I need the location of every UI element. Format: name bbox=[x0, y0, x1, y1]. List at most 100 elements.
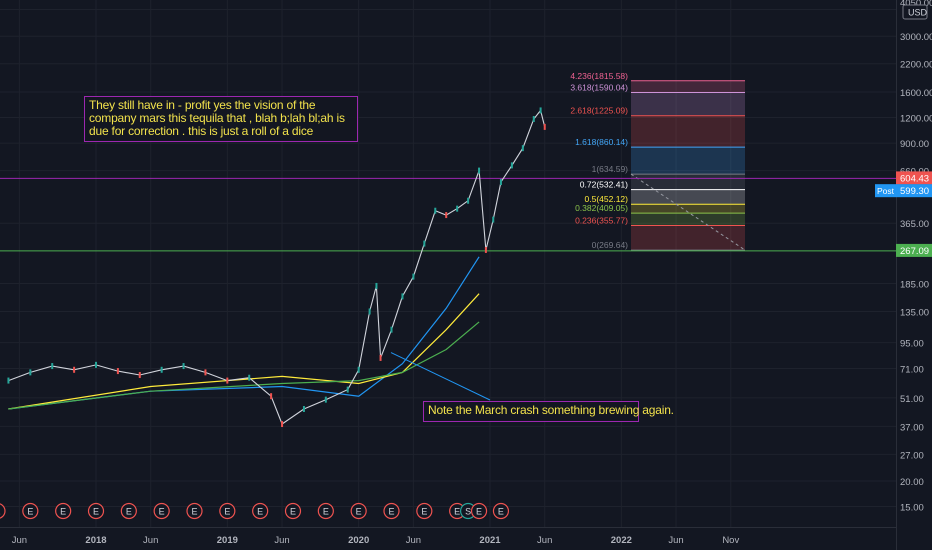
crash-trend-line[interactable] bbox=[390, 352, 491, 401]
x-tick-label: Jun bbox=[274, 535, 289, 546]
price-point bbox=[95, 361, 97, 368]
x-tick-label: Jun bbox=[143, 535, 158, 546]
fib-band bbox=[631, 147, 745, 175]
annotation-note-march-crash[interactable]: Note the March crash something brewing a… bbox=[423, 401, 674, 422]
event-marker[interactable] bbox=[492, 502, 510, 520]
fib-band bbox=[631, 225, 745, 251]
event-marker[interactable] bbox=[55, 502, 72, 520]
price-point bbox=[434, 207, 437, 214]
price-point bbox=[379, 354, 382, 361]
event-marker[interactable] bbox=[416, 502, 433, 520]
y-tick-label: 900.00 bbox=[900, 139, 929, 150]
price-label-badge[interactable] bbox=[896, 243, 932, 257]
price-point bbox=[346, 386, 349, 393]
price-point bbox=[412, 273, 415, 280]
price-point bbox=[532, 116, 535, 123]
price-point bbox=[401, 293, 404, 300]
event-marker[interactable] bbox=[0, 503, 6, 519]
currency-badge[interactable] bbox=[902, 4, 928, 20]
event-marker[interactable] bbox=[120, 502, 137, 520]
price-point bbox=[499, 179, 502, 186]
price-point bbox=[543, 123, 546, 130]
plot-area[interactable] bbox=[0, 0, 896, 527]
price-point bbox=[160, 366, 163, 373]
event-marker[interactable] bbox=[284, 502, 302, 520]
price-point bbox=[510, 162, 513, 169]
x-tick-label: 2019 bbox=[217, 535, 238, 546]
y-tick-label: 27.00 bbox=[900, 450, 924, 461]
price-axis-pane[interactable] bbox=[896, 0, 932, 550]
price-point bbox=[73, 366, 76, 373]
event-marker[interactable] bbox=[383, 502, 400, 520]
price-point bbox=[204, 369, 207, 376]
price-point bbox=[368, 308, 371, 315]
event-marker[interactable] bbox=[317, 502, 334, 520]
currency-label: USD bbox=[908, 8, 928, 18]
x-tick-label: Nov bbox=[722, 535, 739, 546]
price-label-text: 267.09 bbox=[900, 246, 929, 257]
event-marker-label: E bbox=[126, 507, 132, 517]
event-marker-label: E bbox=[224, 507, 230, 517]
event-marker-label: E bbox=[356, 507, 362, 517]
price-point bbox=[270, 393, 273, 400]
price-point bbox=[226, 377, 229, 384]
event-marker-label: E bbox=[476, 507, 482, 517]
y-tick-label: 3000.00 bbox=[900, 32, 932, 43]
fib-extension[interactable]: 4.236(1815.58) 3.618(1590.04) 2.618(1225.0… bbox=[570, 71, 746, 251]
price-label-badge[interactable] bbox=[896, 184, 932, 198]
y-tick-label: 365.00 bbox=[900, 219, 929, 230]
price-point bbox=[324, 396, 327, 403]
event-marker[interactable] bbox=[186, 502, 203, 520]
event-marker[interactable] bbox=[153, 502, 170, 520]
price-point bbox=[445, 212, 448, 219]
price-point bbox=[116, 368, 119, 375]
event-marker-label: E bbox=[159, 507, 165, 517]
event-marker[interactable] bbox=[350, 502, 367, 520]
x-tick-label: 2021 bbox=[479, 535, 501, 546]
price-point bbox=[423, 240, 426, 247]
fib-level-label: 1.618(860.14) bbox=[575, 137, 628, 147]
fib-trend-line[interactable] bbox=[630, 173, 746, 251]
event-marker-label: E bbox=[290, 507, 296, 517]
price-point bbox=[467, 197, 470, 204]
event-marker-label: E bbox=[454, 507, 460, 517]
event-markers[interactable]: EEEEEEEEEEEEEEESEE bbox=[0, 502, 510, 520]
x-tick-label: Jun bbox=[406, 535, 421, 546]
price-label-text: 599.30 bbox=[900, 186, 929, 197]
fib-level-label: 0.72(532.41) bbox=[580, 180, 628, 190]
price-point bbox=[7, 377, 10, 384]
x-tick-label: 2020 bbox=[348, 535, 369, 546]
x-tick-label: 2018 bbox=[85, 535, 106, 546]
event-marker-label: E bbox=[323, 507, 329, 517]
y-tick-label: 95.00 bbox=[900, 339, 924, 350]
x-axis-ticks: Jun 2018 Jun 2019 Jun 2020 Jun 2021 Jun 2022 Jun No… bbox=[12, 535, 740, 546]
post-label-prefix bbox=[875, 184, 896, 198]
price-point bbox=[478, 167, 481, 174]
price-line[interactable] bbox=[8, 109, 546, 425]
fib-level-label: 3.618(1590.04) bbox=[570, 83, 628, 93]
event-marker[interactable] bbox=[87, 502, 105, 520]
event-marker[interactable] bbox=[252, 502, 269, 520]
y-tick-label: 135.00 bbox=[900, 307, 929, 318]
moving-average-line bbox=[8, 293, 480, 410]
x-tick-label: 2022 bbox=[611, 535, 632, 546]
event-marker-label: E bbox=[0, 507, 1, 517]
price-point bbox=[390, 326, 393, 333]
fib-level-label: 2.618(1225.09) bbox=[570, 106, 628, 116]
post-prefix-text: Post bbox=[877, 186, 895, 196]
price-point bbox=[182, 363, 185, 370]
annotation-note-vision[interactable]: They still have in - profit yes the visi… bbox=[84, 96, 358, 142]
y-tick-label: 51.00 bbox=[900, 394, 924, 405]
event-marker[interactable] bbox=[22, 502, 39, 520]
price-point bbox=[281, 421, 284, 428]
event-marker[interactable] bbox=[219, 502, 236, 520]
fib-level-label: 0.382(409.05) bbox=[575, 203, 628, 213]
price-label-badge[interactable] bbox=[896, 171, 932, 185]
fib-band bbox=[631, 92, 745, 116]
event-marker[interactable] bbox=[470, 502, 488, 520]
event-marker-label: E bbox=[27, 507, 33, 517]
y-tick-label: 15.00 bbox=[900, 503, 924, 514]
price-point bbox=[29, 369, 32, 376]
fib-level-label: 1(634.59) bbox=[592, 164, 629, 174]
